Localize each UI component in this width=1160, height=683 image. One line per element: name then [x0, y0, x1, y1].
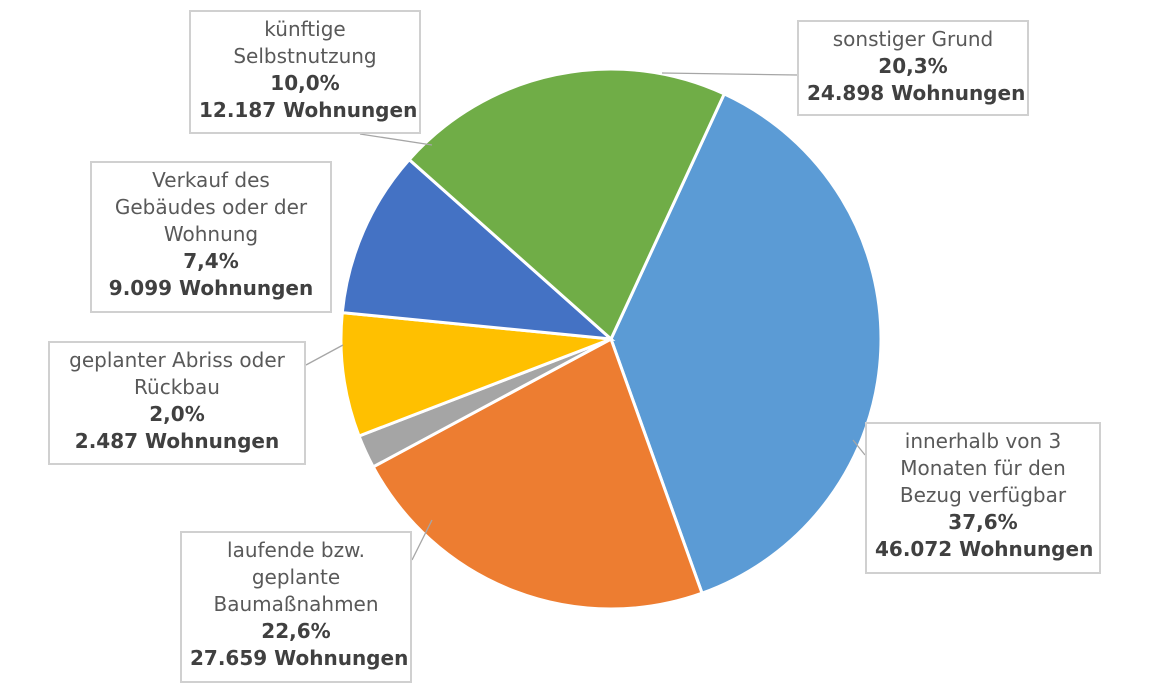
label-count: 2.487 Wohnungen	[74, 429, 280, 453]
data-label-selbstnutzung: künftige Selbstnutzung 10,0% 12.187 Wohnung…	[189, 10, 421, 134]
label-count: 27.659 Wohnungen	[190, 646, 409, 670]
label-category-line: Bezug verfügbar	[899, 483, 1067, 507]
pie-slice-verkauf	[339, 310, 612, 438]
data-label-verkauf: Verkauf des Gebäudes oder der Wohnung 7,4% 9…	[90, 161, 332, 313]
pie-slices	[339, 67, 883, 611]
pie-slice-selbstnutzung	[340, 157, 616, 341]
leader-line-baumassnahmen	[411, 519, 433, 561]
label-percent: 22,6%	[261, 619, 331, 643]
label-percent: 20,3%	[878, 54, 948, 78]
label-category-line: Wohnung	[163, 222, 259, 246]
label-count: 12.187 Wohnungen	[199, 98, 418, 122]
label-category-line: innerhalb von 3	[904, 429, 1062, 453]
label-count: 9.099 Wohnungen	[108, 276, 314, 300]
label-category-line: geplanter Abriss oder	[69, 348, 285, 372]
label-count: 24.898 Wohnungen	[807, 81, 1026, 105]
leader-line-abriss	[305, 344, 344, 366]
leader-line-selbstnutzung	[359, 133, 433, 146]
label-leader-lines	[305, 72, 866, 561]
data-label-innerhalb: innerhalb von 3 Monaten für den Bezug verf…	[865, 422, 1101, 574]
data-label-sonstiger: sonstiger Grund 20,3% 24.898 Wohnungen	[797, 20, 1029, 116]
label-category-line: sonstiger Grund	[832, 27, 994, 51]
label-category-line: Monaten für den	[900, 456, 1066, 480]
label-category-line: geplante	[251, 565, 341, 589]
label-count: 46.072 Wohnungen	[875, 537, 1094, 561]
label-category-line: Rückbau	[134, 375, 220, 399]
label-category-line: künftige	[264, 17, 346, 41]
label-percent: 37,6%	[948, 510, 1018, 534]
label-category-line: Baumaßnahmen	[213, 592, 379, 616]
label-percent: 7,4%	[183, 249, 239, 273]
pie-slice-sonstiger	[407, 67, 727, 342]
data-label-baumassnahmen: laufende bzw. geplante Baumaßnahmen 22,6% 27…	[180, 531, 412, 683]
label-category-line: Selbstnutzung	[233, 44, 377, 68]
leader-line-sonstiger	[661, 72, 798, 76]
label-percent: 2,0%	[149, 402, 205, 426]
leader-line-innerhalb	[852, 439, 866, 456]
label-category-line: Gebäudes oder der	[114, 195, 308, 219]
label-category-line: laufende bzw.	[227, 538, 365, 562]
data-label-abriss: geplanter Abriss oder Rückbau 2,0% 2.487 Wo…	[48, 341, 306, 465]
label-percent: 10,0%	[270, 71, 340, 95]
label-category-line: Verkauf des	[152, 168, 270, 192]
pie-slice-innerhalb	[609, 91, 883, 596]
pie-slice-baumassnahmen	[371, 336, 704, 611]
